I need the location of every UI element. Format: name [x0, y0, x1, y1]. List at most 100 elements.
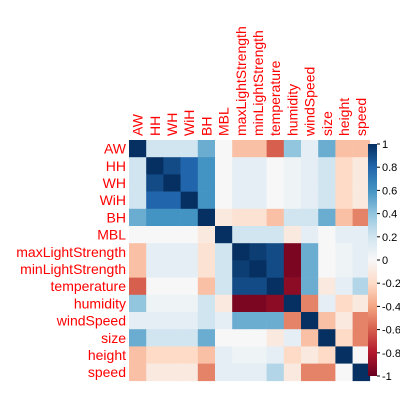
heatmap-cell-BH-AW	[129, 208, 147, 227]
heatmap-cell-maxLightStrength-temperature	[266, 243, 285, 261]
heatmap-cell-size-AW	[129, 329, 147, 347]
heatmap-cell-temperature-WH	[163, 277, 181, 296]
heatmap-cell-size-humidity	[283, 329, 302, 347]
heatmap-cell-minLightStrength-size	[318, 260, 336, 278]
row-label-humidity: humidity	[74, 295, 126, 311]
heatmap-cell-speed-WiH	[180, 363, 199, 382]
colorbar-tick-label: -0.2	[382, 278, 400, 290]
heatmap-cell-WiH-WiH	[180, 191, 199, 210]
heatmap-cell-AW-WiH	[180, 140, 199, 158]
column-label-HH: HH	[147, 116, 163, 136]
heatmap-cell-AW-MBL	[215, 140, 233, 158]
heatmap-cell-AW-humidity	[283, 140, 302, 158]
heatmap-cell-maxLightStrength-height	[335, 243, 353, 261]
heatmap-cell-WH-speed	[352, 174, 371, 192]
heatmap-cell-height-maxLightStrength	[232, 346, 250, 364]
heatmap-cell-temperature-WiH	[180, 277, 199, 296]
column-label-humidity: humidity	[284, 84, 300, 136]
heatmap-cell-AW-speed	[352, 140, 371, 158]
heatmap-cell-size-WH	[163, 329, 181, 347]
heatmap-cell-maxLightStrength-WH	[163, 243, 181, 261]
heatmap-cell-windSpeed-temperature	[266, 312, 285, 330]
heatmap-cell-HH-HH	[146, 157, 164, 175]
heatmap-cell-BH-BH	[197, 208, 216, 227]
heatmap-cell-WH-MBL	[215, 174, 233, 192]
heatmap-cell-humidity-height	[335, 294, 353, 313]
heatmap-cell-windSpeed-maxLightStrength	[232, 312, 250, 330]
heatmap-cell-humidity-BH	[197, 294, 216, 313]
row-label-AW: AW	[104, 141, 127, 157]
heatmap-cell-humidity-size	[318, 294, 336, 313]
heatmap-cell-height-BH	[197, 346, 216, 364]
heatmap-cell-WiH-windSpeed	[301, 191, 319, 210]
colorbar-gradient	[368, 144, 377, 376]
heatmap-cell-WH-height	[335, 174, 353, 192]
column-label-temperature: temperature	[267, 60, 283, 136]
column-label-size: size	[319, 111, 335, 136]
heatmap-cell-size-temperature	[266, 329, 285, 347]
heatmap-cell-temperature-AW	[129, 277, 147, 296]
heatmap-cell-height-minLightStrength	[249, 346, 267, 364]
heatmap-cell-maxLightStrength-WiH	[180, 243, 199, 261]
heatmap-cell-maxLightStrength-BH	[197, 243, 216, 261]
row-label-WH: WH	[103, 175, 126, 191]
heatmap-cell-speed-WH	[163, 363, 181, 382]
heatmap-cell-humidity-humidity	[283, 294, 302, 313]
heatmap-cell-AW-height	[335, 140, 353, 158]
heatmap-cell-minLightStrength-humidity	[283, 260, 302, 278]
column-label-height: height	[336, 98, 352, 136]
heatmap-cell-MBL-humidity	[283, 226, 302, 244]
heatmap-cell-AW-AW	[129, 140, 147, 158]
heatmap-cell-maxLightStrength-maxLightStrength	[232, 243, 250, 261]
heatmap-cell-MBL-windSpeed	[301, 226, 319, 244]
heatmap-cell-temperature-size	[318, 277, 336, 296]
heatmap-cell-windSpeed-AW	[129, 312, 147, 330]
heatmap-cell-speed-humidity	[283, 363, 302, 382]
heatmap-cell-WH-windSpeed	[301, 174, 319, 192]
heatmap-cell-temperature-BH	[197, 277, 216, 296]
heatmap-cell-height-AW	[129, 346, 147, 364]
heatmap-cell-temperature-HH	[146, 277, 164, 296]
colorbar-tick-label: -1	[382, 371, 392, 383]
heatmap-cell-BH-minLightStrength	[249, 208, 267, 227]
heatmap-cell-minLightStrength-height	[335, 260, 353, 278]
heatmap-cell-speed-height	[335, 363, 353, 382]
row-label-HH: HH	[106, 158, 126, 174]
heatmap-cell-HH-temperature	[266, 157, 285, 175]
heatmap-cell-height-MBL	[215, 346, 233, 364]
heatmap-cell-speed-AW	[129, 363, 147, 382]
heatmap-cell-BH-HH	[146, 208, 164, 227]
heatmap-cell-BH-MBL	[215, 208, 233, 227]
row-label-windSpeed: windSpeed	[56, 313, 126, 329]
heatmap-cell-size-windSpeed	[301, 329, 319, 347]
heatmap-cell-height-size	[318, 346, 336, 364]
heatmap-cell-humidity-speed	[352, 294, 371, 313]
heatmap-cell-maxLightStrength-MBL	[215, 243, 233, 261]
heatmap-cell-speed-size	[318, 363, 336, 382]
heatmap-cell-HH-WiH	[180, 157, 199, 175]
heatmap-cell-speed-maxLightStrength	[232, 363, 250, 382]
heatmap-cell-humidity-WH	[163, 294, 181, 313]
colorbar-tick-label: 0.8	[382, 162, 397, 174]
colorbar-tick-label: 0	[382, 255, 388, 267]
heatmap-cell-WiH-speed	[352, 191, 371, 210]
heatmap-cell-height-WiH	[180, 346, 199, 364]
heatmap-cell-MBL-WiH	[180, 226, 199, 244]
heatmap-cell-HH-MBL	[215, 157, 233, 175]
heatmap-cell-minLightStrength-WiH	[180, 260, 199, 278]
colorbar-tick-label: 0.4	[382, 209, 397, 221]
heatmap-cell-temperature-windSpeed	[301, 277, 319, 296]
heatmap-cell-windSpeed-WiH	[180, 312, 199, 330]
heatmap-cell-WH-AW	[129, 174, 147, 192]
heatmap-cell-minLightStrength-speed	[352, 260, 371, 278]
heatmap-cell-BH-size	[318, 208, 336, 227]
colorbar-tick-label: 1	[382, 139, 388, 151]
heatmap-cell-windSpeed-size	[318, 312, 336, 330]
heatmap-cell-speed-temperature	[266, 363, 285, 382]
heatmap-cell-size-WiH	[180, 329, 199, 347]
heatmap-cell-speed-HH	[146, 363, 164, 382]
heatmap-cell-MBL-WH	[163, 226, 181, 244]
row-label-height: height	[88, 347, 126, 363]
